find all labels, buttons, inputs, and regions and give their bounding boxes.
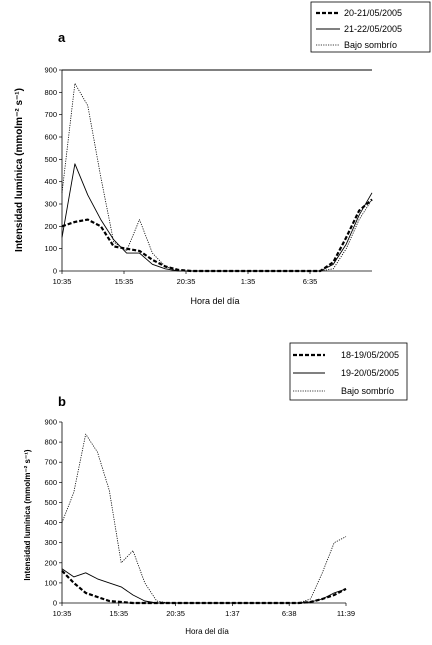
- panel-a-y-tick-label: 500: [44, 155, 57, 164]
- panel-b-legend-label-3: Bajo sombrío: [341, 386, 394, 396]
- panel-b-y-tick-label: 900: [44, 418, 57, 427]
- panel-a-y-tick-label: 100: [44, 244, 57, 253]
- panel-b-x-tick-label: 15:35: [109, 609, 128, 618]
- panel-b-y-axis-label: Intensidad lumínica (mmolm⁻² s⁻¹): [23, 449, 32, 580]
- panel-a-y-tick-label: 400: [44, 177, 57, 186]
- panel-b-x-axis-label: Hora del día: [185, 627, 229, 636]
- panel-b: b Intensidad lumínica (mmolm⁻² s⁻¹) Hora…: [23, 342, 408, 636]
- panel-b-x-tick-label: 1:37: [225, 609, 240, 618]
- panel-a-y-tick-label: 200: [44, 222, 57, 231]
- panel-a-series-line-1: [61, 198, 373, 273]
- panel-a-y-tick-label: 600: [44, 133, 57, 142]
- panel-a-y-tick-label: 700: [44, 110, 57, 119]
- panel-a-label: a: [58, 30, 66, 45]
- panel-a-plot-area: 0 100 200 300 400 500 600 700 800 900 10:35 15:35 20…: [44, 66, 373, 286]
- panel-b-y-tick-label: 600: [44, 478, 57, 487]
- panel-a-x-tick-label: 15:35: [115, 277, 134, 286]
- panel-a-x-tick-label: 6:35: [303, 277, 318, 286]
- panel-b-y-tick-label: 100: [44, 578, 57, 587]
- panel-a-x-tick-label: 10:35: [53, 277, 72, 286]
- panel-b-y-tick-label: 200: [44, 558, 57, 567]
- panel-b-x-tick-label: 6:38: [282, 609, 297, 618]
- panel-a-legend-label-2: 21-22/05/2005: [344, 24, 402, 34]
- panel-a-y-tick-label: 300: [44, 200, 57, 209]
- panel-a-legend-label-3: Bajo sombrío: [344, 40, 397, 50]
- panel-b-series-line-1: [61, 570, 347, 605]
- panel-a-x-tick-label: 20:35: [177, 277, 196, 286]
- panel-a-series-line-3: [61, 83, 373, 272]
- panel-b-y-tick-label: 700: [44, 458, 57, 467]
- panel-a: a Intensidad lumínica (mmolm⁻² s⁻¹) Hora…: [14, 1, 431, 306]
- panel-b-series-line-2: [61, 568, 347, 604]
- panel-b-series-line-3: [61, 433, 347, 604]
- panel-b-legend-label-2: 19-20/05/2005: [341, 368, 399, 378]
- panel-b-x-tick-label: 11:39: [337, 609, 355, 618]
- panel-b-y-tick-label: 300: [44, 538, 57, 547]
- panel-b-label: b: [58, 394, 66, 409]
- panel-a-y-tick-label: 800: [44, 88, 57, 97]
- panel-b-y-tick-label: 800: [44, 438, 57, 447]
- panel-b-legend-box: [289, 342, 408, 401]
- panel-a-y-tick-label: 0: [53, 267, 57, 276]
- panel-b-x-tick-label: 20:35: [166, 609, 185, 618]
- panel-b-plot-area: 0 100 200 300 400 500 600 700 800 900 10:35 15:35 20…: [44, 418, 355, 619]
- panel-b-x-tick-label: 10:35: [53, 609, 72, 618]
- panel-a-series-line-2: [61, 163, 373, 272]
- panel-b-legend-label-1: 18-19/05/2005: [341, 350, 399, 360]
- panel-a-x-axis-label: Hora del día: [190, 296, 239, 306]
- panel-a-y-tick-label: 900: [44, 66, 57, 75]
- panel-b-y-tick-label: 500: [44, 498, 57, 507]
- panel-a-legend-label-1: 20-21/05/2005: [344, 8, 402, 18]
- panel-a-y-axis-label: Intensidad lumínica (mmolm⁻² s⁻¹): [14, 88, 25, 252]
- panel-a-legend-box: [310, 1, 431, 53]
- panel-a-x-tick-label: 1:35: [241, 277, 256, 286]
- panel-b-y-tick-label: 400: [44, 518, 57, 527]
- panel-b-y-tick-label: 0: [53, 599, 57, 608]
